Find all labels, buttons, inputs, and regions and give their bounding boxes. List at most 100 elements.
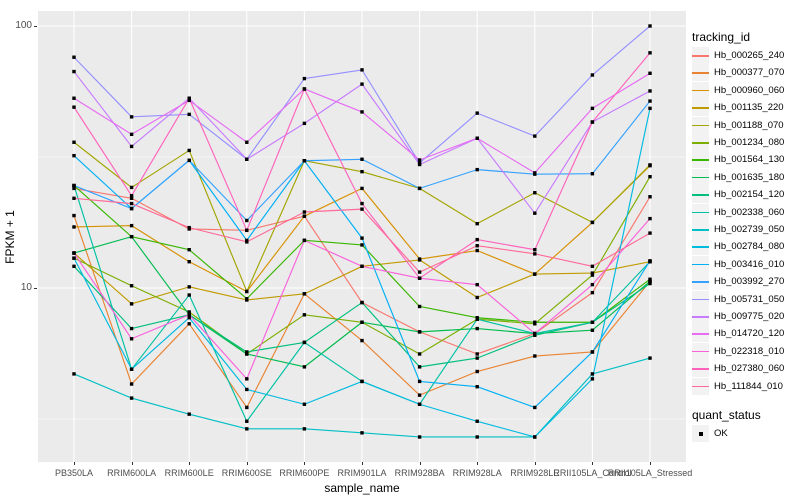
data-point <box>245 140 249 144</box>
data-point <box>417 379 422 384</box>
legend-item-label: Hb_001188_070 <box>714 119 784 131</box>
data-point <box>245 228 249 233</box>
data-point <box>417 186 422 191</box>
data-point <box>417 402 422 406</box>
data-point <box>475 435 479 439</box>
data-point <box>648 163 652 167</box>
legend-title-quant-status: quant_status <box>692 408 761 422</box>
data-point <box>302 238 307 243</box>
data-point <box>648 195 652 199</box>
legend-item-label: Hb_002154_120 <box>714 189 785 201</box>
legend-item-label: Hb_009775_020 <box>714 311 785 322</box>
legend-item-Hb_002739_050: Hb_002739_050 <box>692 221 784 238</box>
data-point <box>302 159 307 163</box>
data-point <box>302 76 307 81</box>
legend-item-ok: OK <box>692 425 728 442</box>
line-swatch-icon <box>692 203 709 221</box>
legend-item-label: Hb_002338_060 <box>714 206 785 218</box>
data-point <box>590 264 595 269</box>
data-point <box>648 51 652 55</box>
data-point <box>129 144 134 149</box>
data-point <box>417 304 422 309</box>
y-tick-label-100: 100 <box>15 20 32 31</box>
line-swatch-icon <box>692 325 709 343</box>
legend-item-label: Hb_001135_220 <box>714 102 784 114</box>
y-tick-label-10: 10 <box>20 282 32 293</box>
line-swatch-icon <box>692 168 709 186</box>
data-point <box>590 320 595 324</box>
data-point <box>72 256 76 260</box>
legend-item-Hb_005731_050: Hb_005731_050 <box>692 290 784 308</box>
data-point <box>475 295 479 300</box>
line-chart <box>38 11 686 462</box>
data-point <box>648 281 652 286</box>
data-point <box>475 221 479 226</box>
data-point <box>533 248 537 252</box>
line-swatch-icon <box>692 238 709 256</box>
data-point <box>72 105 76 109</box>
legend-item-label: Hb_000265_240 <box>714 50 785 61</box>
data-point <box>72 140 76 144</box>
data-point <box>360 300 364 305</box>
data-point <box>302 210 307 214</box>
data-point <box>417 158 422 162</box>
data-point <box>648 279 652 284</box>
line-swatch-icon <box>692 273 709 291</box>
data-point <box>360 169 364 174</box>
data-point <box>360 338 364 343</box>
data-point <box>245 427 249 431</box>
x-tick-label: RRIM928BA <box>394 468 445 478</box>
legend-item-Hb_009775_020: Hb_009775_020 <box>692 308 784 325</box>
legend-item-Hb_001135_220: Hb_001135_220 <box>692 99 784 117</box>
data-point <box>187 248 191 252</box>
data-point <box>475 326 479 331</box>
legend-item-label: Hb_001635_180 <box>714 171 785 183</box>
legend-item-Hb_001635_180: Hb_001635_180 <box>692 168 785 186</box>
data-point <box>187 260 191 264</box>
data-point <box>475 244 479 248</box>
data-point <box>590 290 595 295</box>
data-point <box>72 153 76 158</box>
data-point <box>648 259 652 263</box>
line-swatch-icon <box>692 308 709 325</box>
data-point <box>302 214 307 218</box>
legend-item-Hb_027380_060: Hb_027380_060 <box>692 360 785 378</box>
data-point <box>360 110 364 114</box>
legend-item-label: Hb_027380_060 <box>714 363 785 375</box>
legend-item-label: Hb_014720_120 <box>714 328 785 340</box>
data-point <box>475 237 479 242</box>
data-point <box>590 106 595 111</box>
data-point <box>533 272 537 276</box>
legend-item-Hb_000377_070: Hb_000377_070 <box>692 64 785 82</box>
data-point <box>417 276 422 280</box>
data-point <box>245 405 249 410</box>
y-tick-mark <box>34 288 37 289</box>
data-point <box>302 340 307 345</box>
data-point <box>533 354 537 358</box>
data-point <box>648 231 652 235</box>
data-point <box>533 405 537 410</box>
legend-item-Hb_001564_130: Hb_001564_130 <box>692 151 784 169</box>
data-point <box>245 387 249 392</box>
data-point <box>72 225 76 229</box>
x-tick-mark <box>419 462 421 465</box>
data-point <box>245 289 249 294</box>
legend-item-Hb_000265_240: Hb_000265_240 <box>692 47 784 64</box>
data-point <box>129 206 134 211</box>
x-tick-mark <box>189 462 191 465</box>
legend-item-Hb_002154_120: Hb_002154_120 <box>692 186 785 204</box>
legend-item-Hb_022318_010: Hb_022318_010 <box>692 342 784 360</box>
data-point <box>245 157 249 161</box>
legend-item-label: Hb_000377_070 <box>714 67 785 79</box>
data-point <box>245 218 249 223</box>
data-point <box>245 377 249 381</box>
data-point <box>417 365 422 369</box>
data-point <box>129 132 134 137</box>
x-tick-mark <box>592 462 594 465</box>
data-point <box>533 333 537 337</box>
data-point <box>245 350 249 354</box>
legend-item-label: Hb_003992_270 <box>714 276 785 288</box>
legend-item-Hb_002784_080: Hb_002784_080 <box>692 238 784 256</box>
data-point <box>648 216 652 221</box>
